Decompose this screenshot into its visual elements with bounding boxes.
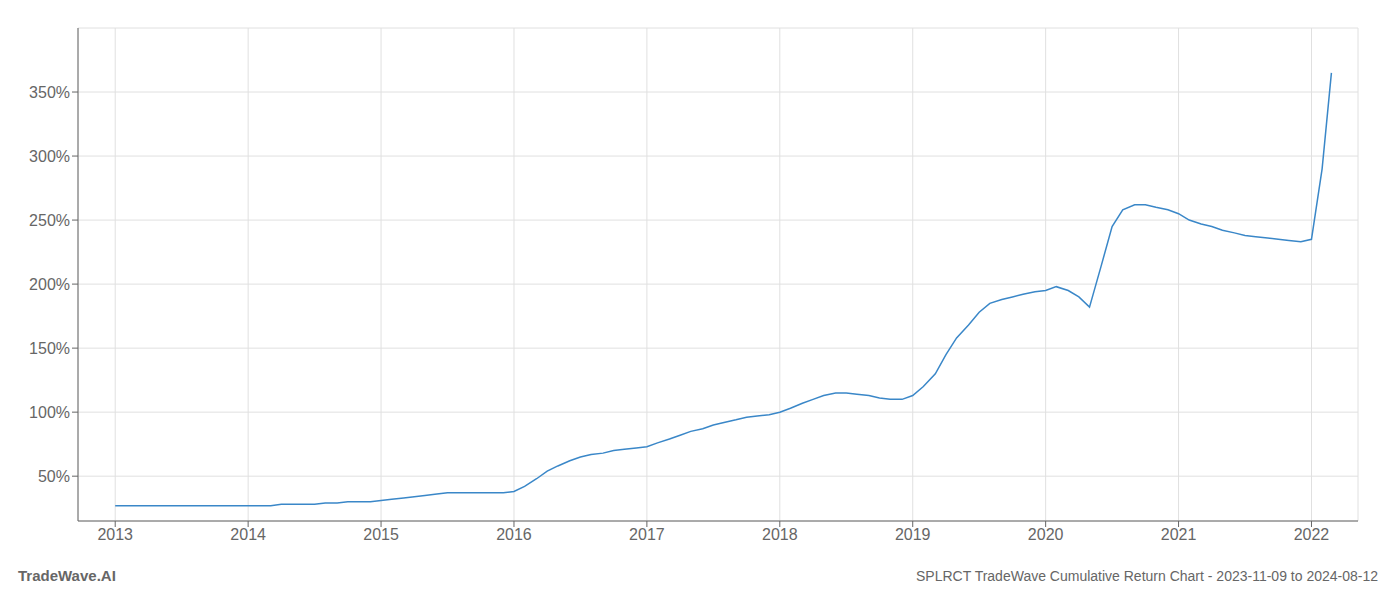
svg-text:2022: 2022 <box>1294 526 1330 543</box>
svg-text:2019: 2019 <box>895 526 931 543</box>
html-text:SPLRCT TradeWave Cumulative Re: SPLRCT TradeWave Cumulative Return Chart… <box>916 568 1378 584</box>
svg-text:2014: 2014 <box>230 526 266 543</box>
svg-text:2018: 2018 <box>762 526 798 543</box>
svg-text:2017: 2017 <box>629 526 665 543</box>
svg-text:2015: 2015 <box>363 526 399 543</box>
svg-text:150%: 150% <box>29 340 70 357</box>
html-text:TradeWave.AI: TradeWave.AI <box>18 567 116 584</box>
svg-text:50%: 50% <box>38 468 70 485</box>
svg-text:2013: 2013 <box>97 526 133 543</box>
svg-text:250%: 250% <box>29 212 70 229</box>
svg-text:300%: 300% <box>29 148 70 165</box>
svg-text:2021: 2021 <box>1161 526 1197 543</box>
svg-text:2020: 2020 <box>1028 526 1064 543</box>
svg-text:200%: 200% <box>29 276 70 293</box>
svg-text:350%: 350% <box>29 84 70 101</box>
svg-text:100%: 100% <box>29 404 70 421</box>
svg-text:2016: 2016 <box>496 526 532 543</box>
